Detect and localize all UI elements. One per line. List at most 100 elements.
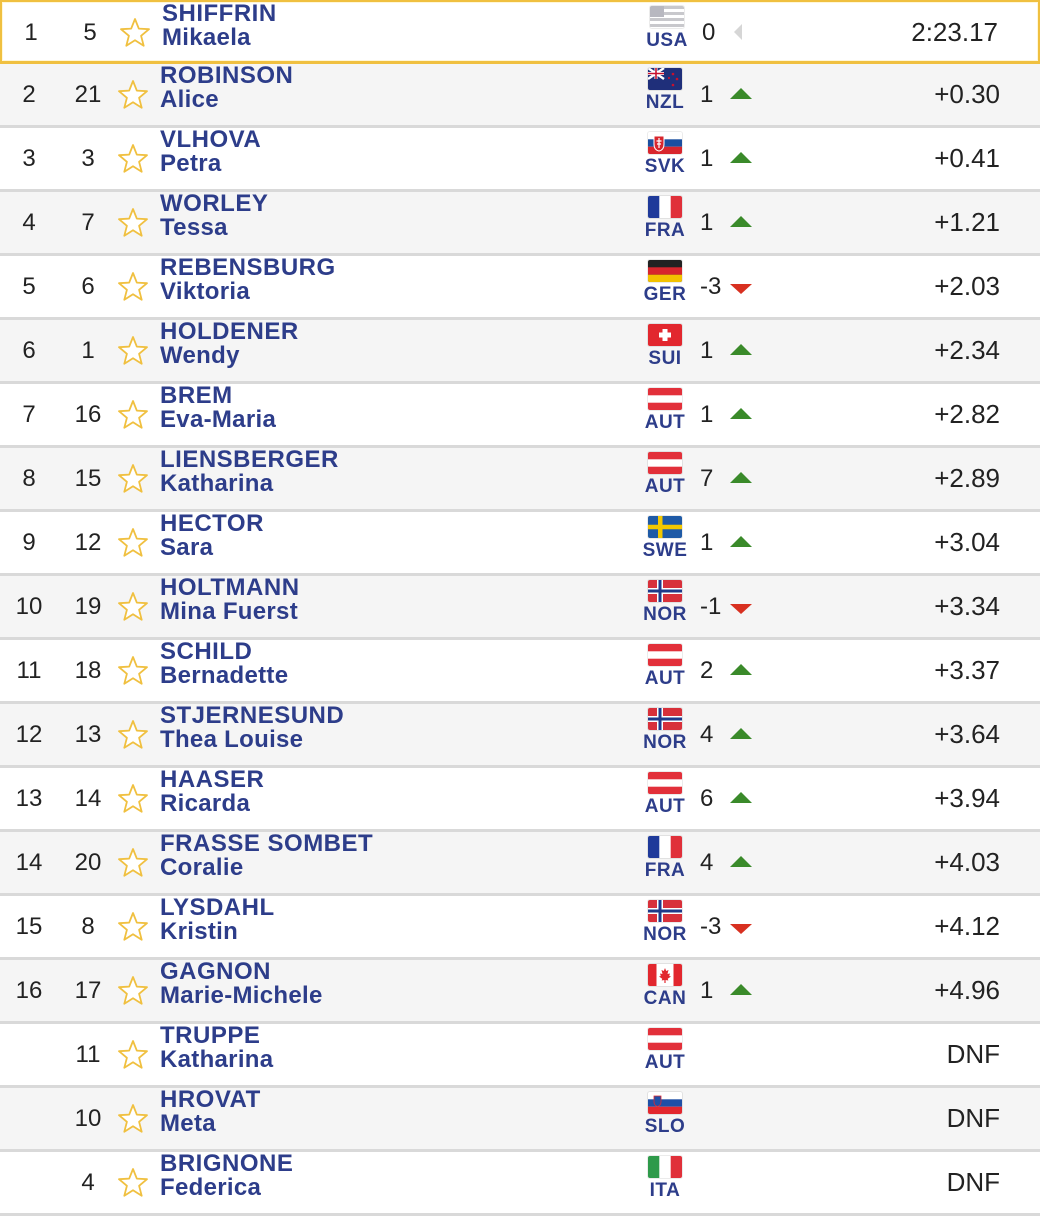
result-row[interactable]: 16 17 GAGNON Marie-Michele CAN 1 +4.96 (0, 960, 1040, 1024)
star-icon[interactable] (116, 590, 150, 624)
star-icon[interactable] (116, 974, 150, 1008)
athlete-firstname[interactable]: Wendy (160, 342, 240, 369)
star-icon[interactable] (116, 1038, 150, 1072)
athlete-name[interactable]: WORLEY Tessa (160, 192, 268, 240)
athlete-name[interactable]: HOLTMANN Mina Fuerst (160, 576, 300, 624)
result-row[interactable]: 10 HROVAT Meta SLO DNF (0, 1088, 1040, 1152)
star-icon[interactable] (116, 1102, 150, 1136)
athlete-surname[interactable]: TRUPPE (160, 1022, 261, 1049)
athlete-firstname[interactable]: Thea Louise (160, 726, 304, 753)
result-row[interactable]: 6 1 HOLDENER Wendy SUI 1 +2.34 (0, 320, 1040, 384)
result-time: +4.96 (934, 975, 1000, 1005)
result-row[interactable]: 11 18 SCHILD Bernadette AUT 2 +3.37 (0, 640, 1040, 704)
athlete-surname[interactable]: HROVAT (160, 1086, 261, 1113)
result-row[interactable]: 4 BRIGNONE Federica ITA DNF (0, 1152, 1040, 1216)
athlete-name[interactable]: LIENSBERGER Katharina (160, 448, 339, 496)
athlete-surname[interactable]: SHIFFRIN (162, 0, 277, 27)
result-row[interactable]: 2 21 ROBINSON Alice NZL 1 +0.30 (0, 64, 1040, 128)
result-row[interactable]: 4 7 WORLEY Tessa FRA 1 +1.21 (0, 192, 1040, 256)
star-icon[interactable] (116, 270, 150, 304)
star-icon[interactable] (116, 398, 150, 432)
athlete-name[interactable]: BRIGNONE Federica (160, 1152, 293, 1200)
athlete-surname[interactable]: VLHOVA (160, 126, 262, 153)
athlete-firstname[interactable]: Meta (160, 1110, 216, 1137)
position-change: 0 (702, 19, 716, 46)
athlete-surname[interactable]: STJERNESUND (160, 702, 345, 729)
star-icon[interactable] (118, 16, 152, 50)
athlete-firstname[interactable]: Katharina (160, 1046, 274, 1073)
athlete-firstname[interactable]: Bernadette (160, 662, 289, 689)
athlete-firstname[interactable]: Viktoria (160, 278, 250, 305)
star-icon[interactable] (116, 462, 150, 496)
athlete-name[interactable]: FRASSE SOMBET Coralie (160, 832, 373, 880)
athlete-firstname[interactable]: Federica (160, 1174, 262, 1201)
athlete-surname[interactable]: LIENSBERGER (160, 446, 339, 473)
athlete-firstname[interactable]: Katharina (160, 470, 274, 497)
result-row[interactable]: 3 3 VLHOVA Petra SVK 1 +0.41 (0, 128, 1040, 192)
athlete-firstname[interactable]: Tessa (160, 214, 228, 241)
athlete-name[interactable]: LYSDAHL Kristin (160, 896, 275, 944)
star-icon[interactable] (116, 910, 150, 944)
star-icon[interactable] (116, 78, 150, 112)
star-icon[interactable] (116, 142, 150, 176)
athlete-firstname[interactable]: Alice (160, 86, 219, 113)
result-row[interactable]: 10 19 HOLTMANN Mina Fuerst NOR -1 +3.34 (0, 576, 1040, 640)
athlete-name[interactable]: TRUPPE Katharina (160, 1024, 273, 1072)
rank: 11 (16, 657, 42, 684)
result-row[interactable]: 1 5 SHIFFRIN Mikaela USA 0 2:23.17 (0, 0, 1040, 64)
result-row[interactable]: 13 14 HAASER Ricarda AUT 6 +3.94 (0, 768, 1040, 832)
athlete-surname[interactable]: GAGNON (160, 958, 271, 985)
athlete-firstname[interactable]: Kristin (160, 918, 239, 945)
result-row[interactable]: 15 8 LYSDAHL Kristin NOR -3 +4.12 (0, 896, 1040, 960)
athlete-name[interactable]: HROVAT Meta (160, 1088, 261, 1136)
star-icon[interactable] (116, 846, 150, 880)
star-icon[interactable] (116, 334, 150, 368)
result-row[interactable]: 7 16 BREM Eva-Maria AUT 1 +2.82 (0, 384, 1040, 448)
star-icon[interactable] (116, 526, 150, 560)
result-row[interactable]: 5 6 REBENSBURG Viktoria GER -3 +2.03 (0, 256, 1040, 320)
athlete-name[interactable]: SCHILD Bernadette (160, 640, 288, 688)
athlete-name[interactable]: REBENSBURG Viktoria (160, 256, 336, 304)
athlete-name[interactable]: HAASER Ricarda (160, 768, 264, 816)
result-row[interactable]: 9 12 HECTOR Sara SWE 1 +3.04 (0, 512, 1040, 576)
athlete-surname[interactable]: LYSDAHL (160, 894, 275, 921)
athlete-surname[interactable]: WORLEY (160, 190, 269, 217)
athlete-firstname[interactable]: Ricarda (160, 790, 251, 817)
athlete-firstname[interactable]: Sara (160, 534, 214, 561)
star-icon[interactable] (116, 654, 150, 688)
result-row[interactable]: 12 13 STJERNESUND Thea Louise NOR 4 +3.64 (0, 704, 1040, 768)
athlete-surname[interactable]: HOLTMANN (160, 574, 300, 601)
athlete-firstname[interactable]: Mina Fuerst (160, 598, 298, 625)
athlete-name[interactable]: VLHOVA Petra (160, 128, 261, 176)
athlete-name[interactable]: SHIFFRIN Mikaela (162, 2, 277, 50)
athlete-firstname[interactable]: Mikaela (162, 24, 251, 51)
result-row[interactable]: 8 15 LIENSBERGER Katharina AUT 7 +2.89 (0, 448, 1040, 512)
athlete-name[interactable]: STJERNESUND Thea Louise (160, 704, 344, 752)
athlete-firstname[interactable]: Eva-Maria (160, 406, 277, 433)
star-icon[interactable] (116, 782, 150, 816)
athlete-surname[interactable]: FRASSE SOMBET (160, 830, 374, 857)
athlete-name[interactable]: HECTOR Sara (160, 512, 264, 560)
athlete-name[interactable]: ROBINSON Alice (160, 64, 293, 112)
athlete-surname[interactable]: HECTOR (160, 510, 264, 537)
star-icon[interactable] (116, 718, 150, 752)
athlete-surname[interactable]: BRIGNONE (160, 1150, 294, 1177)
athlete-name[interactable]: BREM Eva-Maria (160, 384, 276, 432)
athlete-firstname[interactable]: Coralie (160, 854, 244, 881)
athlete-surname[interactable]: REBENSBURG (160, 254, 336, 281)
athlete-surname[interactable]: HOLDENER (160, 318, 299, 345)
rank: 10 (15, 593, 43, 620)
star-icon[interactable] (116, 1166, 150, 1200)
athlete-name[interactable]: HOLDENER Wendy (160, 320, 299, 368)
athlete-surname[interactable]: BREM (160, 382, 233, 409)
athlete-surname[interactable]: ROBINSON (160, 62, 294, 89)
star-icon[interactable] (116, 206, 150, 240)
athlete-firstname[interactable]: Marie-Michele (160, 982, 323, 1009)
bib-number: 1 (81, 337, 95, 364)
athlete-surname[interactable]: SCHILD (160, 638, 253, 665)
athlete-surname[interactable]: HAASER (160, 766, 265, 793)
athlete-firstname[interactable]: Petra (160, 150, 222, 177)
result-row[interactable]: 11 TRUPPE Katharina AUT DNF (0, 1024, 1040, 1088)
athlete-name[interactable]: GAGNON Marie-Michele (160, 960, 323, 1008)
result-row[interactable]: 14 20 FRASSE SOMBET Coralie FRA 4 +4.03 (0, 832, 1040, 896)
